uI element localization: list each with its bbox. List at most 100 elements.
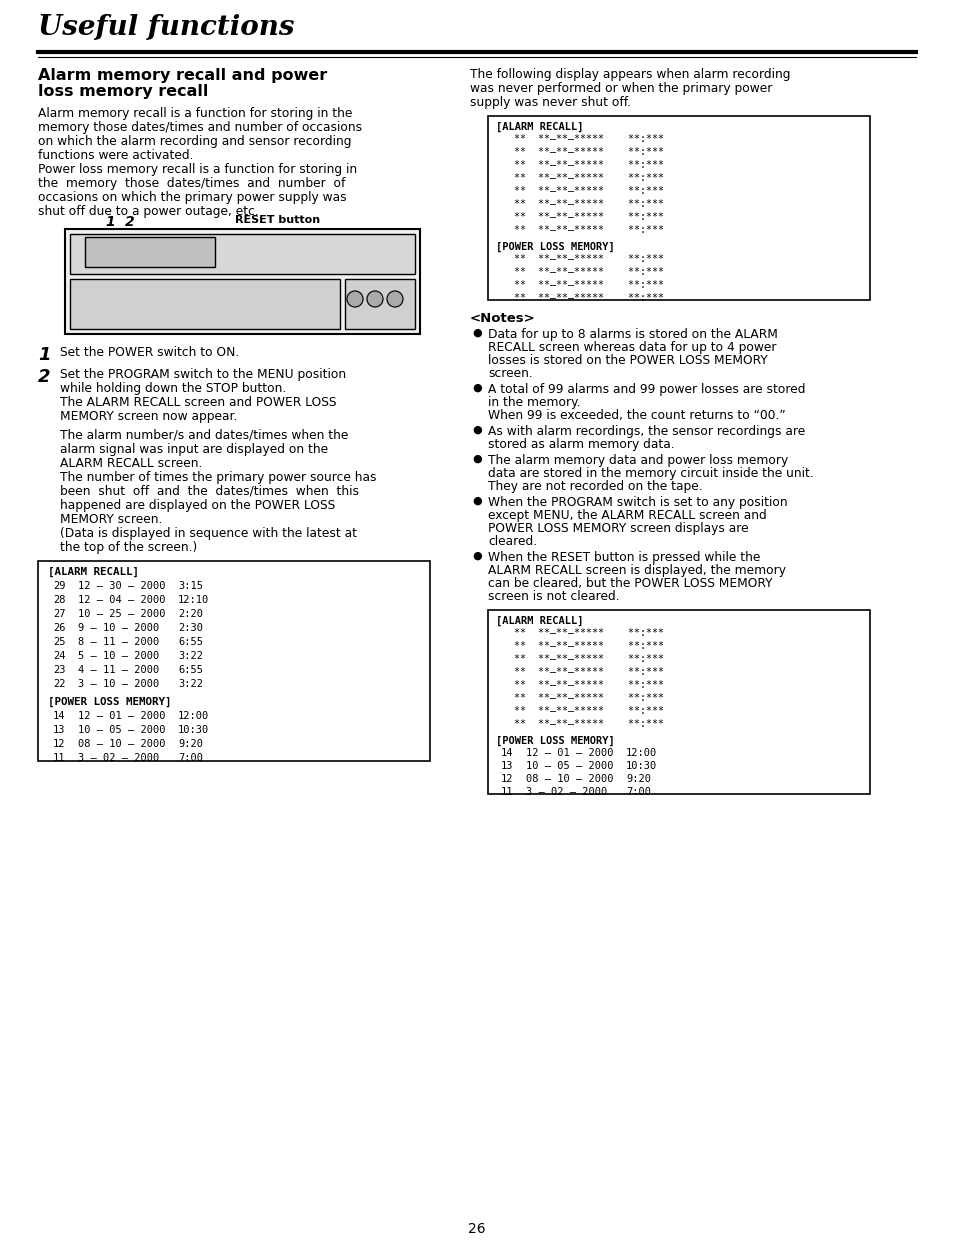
Text: data are stored in the memory circuit inside the unit.: data are stored in the memory circuit in…	[488, 467, 813, 480]
Text: **  **–**–*****    **:***: ** **–**–***** **:***	[496, 160, 663, 170]
Text: MEMORY screen now appear.: MEMORY screen now appear.	[60, 409, 237, 423]
Text: 2: 2	[38, 368, 51, 386]
Text: 13: 13	[500, 761, 513, 771]
Text: 12 – 01 – 2000: 12 – 01 – 2000	[78, 711, 165, 721]
Text: 1: 1	[105, 215, 114, 229]
Bar	[85, 237, 214, 267]
Text: 24: 24	[53, 651, 66, 661]
Text: ●: ●	[472, 328, 481, 338]
Text: **  **–**–*****    **:***: ** **–**–***** **:***	[496, 680, 663, 690]
Text: 08 – 10 – 2000: 08 – 10 – 2000	[78, 739, 165, 749]
Text: 29: 29	[53, 581, 66, 591]
Text: 2:20: 2:20	[178, 608, 203, 618]
Text: When the RESET button is pressed while the: When the RESET button is pressed while t…	[488, 551, 760, 563]
Text: 3:15: 3:15	[178, 581, 203, 591]
Text: functions were activated.: functions were activated.	[38, 149, 193, 162]
Bar	[488, 116, 869, 300]
Text: ●: ●	[472, 383, 481, 393]
Text: except MENU, the ALARM RECALL screen and: except MENU, the ALARM RECALL screen and	[488, 510, 766, 522]
Text: [ALARM RECALL]: [ALARM RECALL]	[496, 121, 583, 133]
Text: 10 – 05 – 2000: 10 – 05 – 2000	[525, 761, 613, 771]
Text: (Data is displayed in sequence with the latest at: (Data is displayed in sequence with the …	[60, 527, 356, 540]
Text: the  memory  those  dates/times  and  number  of: the memory those dates/times and number …	[38, 177, 345, 190]
Text: The ALARM RECALL screen and POWER LOSS: The ALARM RECALL screen and POWER LOSS	[60, 396, 336, 409]
Text: 12: 12	[53, 739, 66, 749]
Circle shape	[347, 290, 363, 307]
Text: 14: 14	[500, 747, 513, 757]
Text: 12 – 04 – 2000: 12 – 04 – 2000	[78, 595, 165, 605]
Text: occasions on which the primary power supply was: occasions on which the primary power sup…	[38, 192, 346, 204]
Text: Useful functions: Useful functions	[38, 14, 294, 41]
Text: 26: 26	[468, 1222, 485, 1236]
Text: Alarm memory recall and power: Alarm memory recall and power	[38, 68, 327, 83]
Text: 3 – 10 – 2000: 3 – 10 – 2000	[78, 679, 159, 689]
Text: 14: 14	[53, 711, 66, 721]
Text: **  **–**–*****    **:***: ** **–**–***** **:***	[496, 187, 663, 197]
Text: **  **–**–*****    **:***: ** **–**–***** **:***	[496, 267, 663, 277]
Text: 12:00: 12:00	[178, 711, 209, 721]
Text: MEMORY screen.: MEMORY screen.	[60, 513, 162, 526]
Text: **  **–**–*****    **:***: ** **–**–***** **:***	[496, 706, 663, 716]
Text: ●: ●	[472, 424, 481, 434]
Text: Data for up to 8 alarms is stored on the ALARM: Data for up to 8 alarms is stored on the…	[488, 328, 777, 341]
Text: As with alarm recordings, the sensor recordings are: As with alarm recordings, the sensor rec…	[488, 424, 804, 438]
Text: **  **–**–*****    **:***: ** **–**–***** **:***	[496, 719, 663, 729]
Text: They are not recorded on the tape.: They are not recorded on the tape.	[488, 480, 702, 493]
Text: 9 – 10 – 2000: 9 – 10 – 2000	[78, 623, 159, 634]
Text: **  **–**–*****    **:***: ** **–**–***** **:***	[496, 280, 663, 290]
Text: 10 – 25 – 2000: 10 – 25 – 2000	[78, 608, 165, 618]
Text: 6:55: 6:55	[178, 665, 203, 675]
Text: 28: 28	[53, 595, 66, 605]
Text: 7:00: 7:00	[625, 788, 650, 798]
Text: screen is not cleared.: screen is not cleared.	[488, 590, 619, 603]
Bar	[70, 279, 339, 329]
Text: A total of 99 alarms and 99 power losses are stored: A total of 99 alarms and 99 power losses…	[488, 383, 804, 396]
Text: **  **–**–*****    **:***: ** **–**–***** **:***	[496, 134, 663, 144]
Text: **  **–**–*****    **:***: ** **–**–***** **:***	[496, 212, 663, 222]
Text: while holding down the STOP button.: while holding down the STOP button.	[60, 382, 286, 394]
Text: **  **–**–*****    **:***: ** **–**–***** **:***	[496, 629, 663, 639]
Circle shape	[387, 290, 402, 307]
Text: The following display appears when alarm recording: The following display appears when alarm…	[470, 68, 790, 81]
Bar	[38, 561, 430, 761]
Text: shut off due to a power outage, etc.: shut off due to a power outage, etc.	[38, 205, 258, 218]
Text: **  **–**–*****    **:***: ** **–**–***** **:***	[496, 654, 663, 664]
Text: cleared.: cleared.	[488, 535, 537, 548]
Text: 13: 13	[53, 725, 66, 735]
Text: 9:20: 9:20	[178, 739, 203, 749]
Text: ●: ●	[472, 551, 481, 561]
Text: 25: 25	[53, 637, 66, 647]
Text: The number of times the primary power source has: The number of times the primary power so…	[60, 471, 376, 485]
Text: memory those dates/times and number of occasions: memory those dates/times and number of o…	[38, 121, 362, 134]
Text: 10:30: 10:30	[625, 761, 657, 771]
Text: **  **–**–*****    **:***: ** **–**–***** **:***	[496, 641, 663, 651]
Text: losses is stored on the POWER LOSS MEMORY: losses is stored on the POWER LOSS MEMOR…	[488, 354, 767, 367]
Text: was never performed or when the primary power: was never performed or when the primary …	[470, 81, 772, 95]
Bar	[488, 610, 869, 794]
Text: [ALARM RECALL]: [ALARM RECALL]	[496, 616, 583, 626]
Text: RESET button: RESET button	[234, 215, 320, 225]
Text: 3 – 02 – 2000: 3 – 02 – 2000	[78, 752, 159, 762]
Text: Alarm memory recall is a function for storing in the: Alarm memory recall is a function for st…	[38, 106, 352, 120]
Text: 3:22: 3:22	[178, 651, 203, 661]
Bar	[345, 279, 415, 329]
Text: When 99 is exceeded, the count returns to “00.”: When 99 is exceeded, the count returns t…	[488, 409, 785, 422]
Text: 3:22: 3:22	[178, 679, 203, 689]
Text: 23: 23	[53, 665, 66, 675]
Text: can be cleared, but the POWER LOSS MEMORY: can be cleared, but the POWER LOSS MEMOR…	[488, 577, 772, 590]
Text: 10 – 05 – 2000: 10 – 05 – 2000	[78, 725, 165, 735]
Text: When the PROGRAM switch is set to any position: When the PROGRAM switch is set to any po…	[488, 496, 787, 510]
Text: 11: 11	[53, 752, 66, 762]
Text: ●: ●	[472, 496, 481, 506]
Text: <Notes>: <Notes>	[470, 312, 536, 326]
Text: 12:00: 12:00	[625, 747, 657, 757]
Text: in the memory.: in the memory.	[488, 396, 579, 409]
Text: 12 – 01 – 2000: 12 – 01 – 2000	[525, 747, 613, 757]
Text: 6:55: 6:55	[178, 637, 203, 647]
Text: alarm signal was input are displayed on the: alarm signal was input are displayed on …	[60, 443, 328, 456]
Text: 7:00: 7:00	[178, 752, 203, 762]
Text: RECALL screen whereas data for up to 4 power: RECALL screen whereas data for up to 4 p…	[488, 341, 776, 354]
Text: 12 – 30 – 2000: 12 – 30 – 2000	[78, 581, 165, 591]
Text: ●: ●	[472, 454, 481, 464]
Text: stored as alarm memory data.: stored as alarm memory data.	[488, 438, 674, 451]
